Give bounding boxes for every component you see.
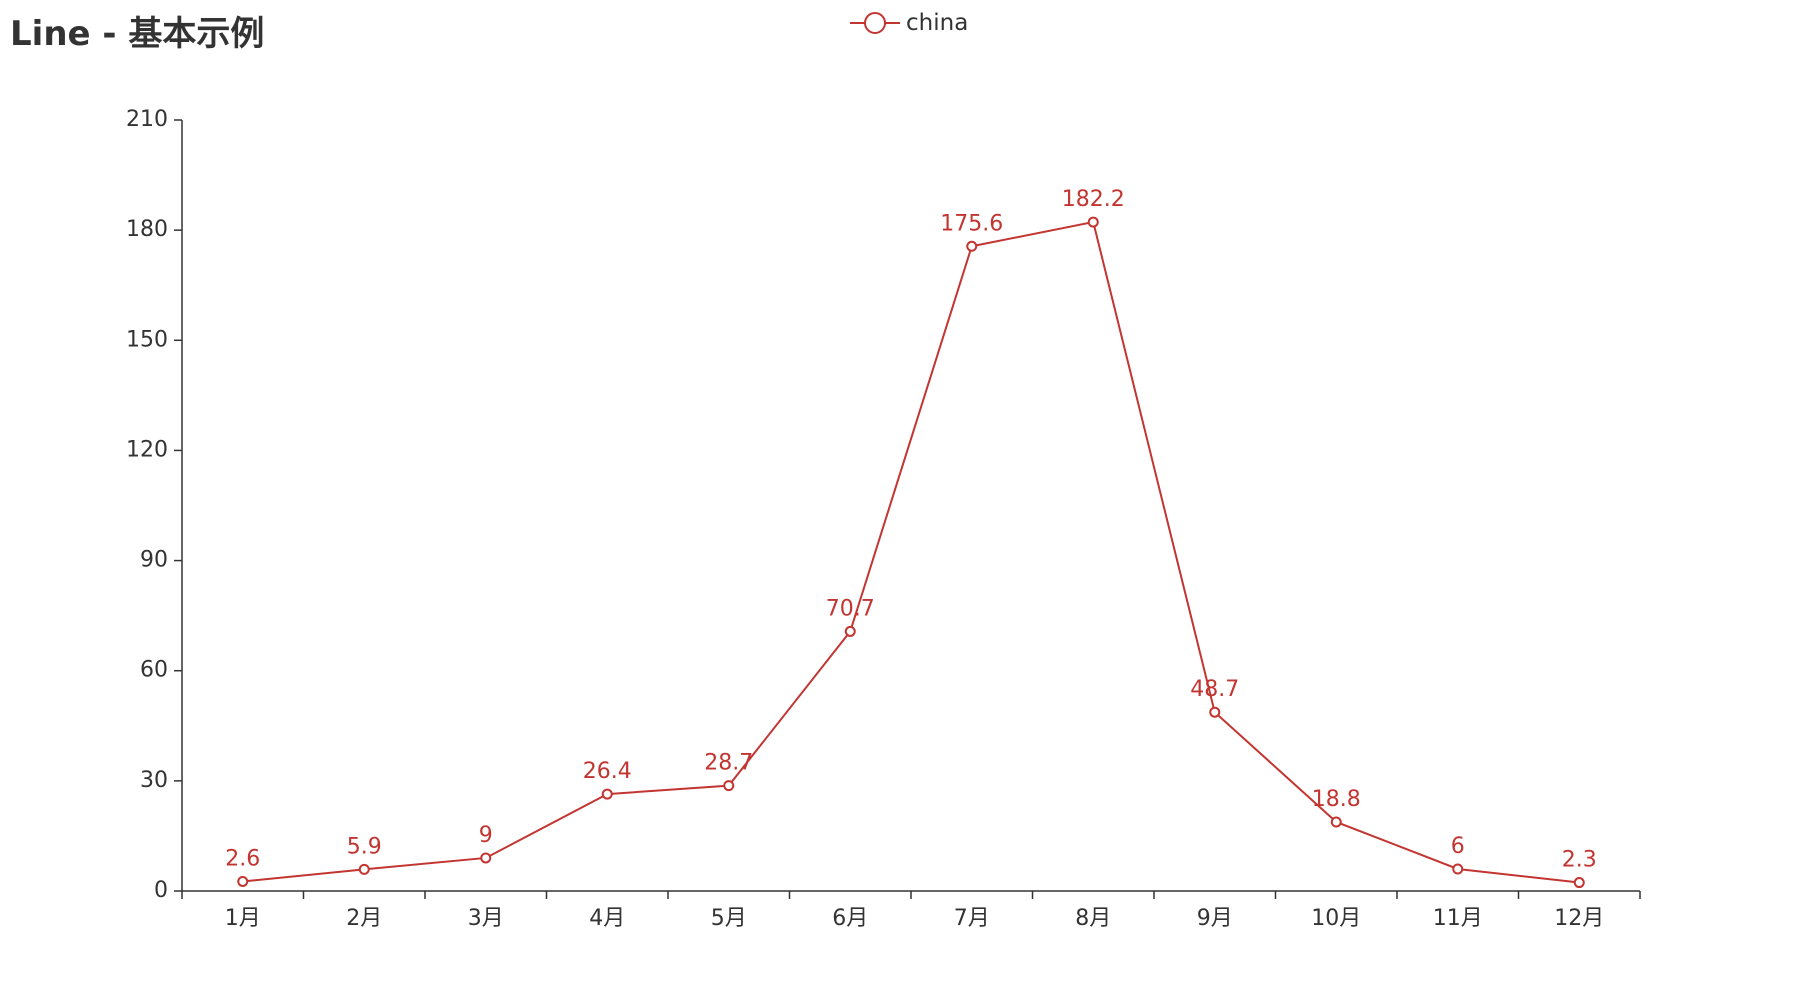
y-tick-label: 150 bbox=[126, 327, 168, 352]
data-point[interactable] bbox=[844, 625, 856, 637]
data-label: 2.3 bbox=[1562, 848, 1597, 873]
data-label: 2.6 bbox=[225, 846, 260, 871]
y-axis: 0 30 60 90 120 150 180 210 bbox=[126, 107, 183, 903]
y-tick-label: 60 bbox=[140, 658, 168, 683]
data-label: 6 bbox=[1451, 834, 1465, 859]
data-point[interactable] bbox=[601, 788, 613, 800]
x-tick-label: 9月 bbox=[1197, 906, 1233, 931]
series-layer: 2.6 5.9 9 26.4 28.7 70.7 175.6 182.2 48.7 18.8 6 2.… bbox=[225, 187, 1597, 889]
y-tick-label: 180 bbox=[126, 217, 168, 242]
x-tick-label: 10月 bbox=[1311, 906, 1361, 931]
data-point[interactable] bbox=[1209, 706, 1221, 718]
x-tick-label: 4月 bbox=[589, 906, 625, 931]
y-tick-label: 0 bbox=[154, 878, 168, 903]
data-label: 182.2 bbox=[1062, 187, 1125, 212]
y-tick-label: 120 bbox=[126, 437, 168, 462]
data-label: 9 bbox=[479, 823, 493, 848]
y-tick-label: 210 bbox=[126, 107, 168, 132]
legend-line-circle-icon bbox=[850, 12, 900, 34]
legend-item-china[interactable]: china bbox=[850, 8, 968, 38]
legend-label: china bbox=[906, 10, 969, 36]
data-label: 26.4 bbox=[583, 759, 632, 784]
y-tick-label: 90 bbox=[140, 548, 168, 573]
data-label: 5.9 bbox=[347, 834, 382, 859]
data-point[interactable] bbox=[1087, 216, 1099, 228]
x-axis: 1月 2月 3月 4月 5月 6月 7月 8月 9月 10月 11月 12月 bbox=[181, 890, 1641, 931]
x-tick-label: 8月 bbox=[1075, 906, 1111, 931]
data-label: 70.7 bbox=[826, 596, 875, 621]
data-point[interactable] bbox=[966, 240, 978, 252]
series-line-china bbox=[242, 220, 1580, 884]
x-tick-label: 7月 bbox=[954, 906, 990, 931]
data-label: 28.7 bbox=[704, 751, 753, 776]
x-tick-label: 11月 bbox=[1433, 906, 1483, 931]
x-tick-label: 2月 bbox=[346, 906, 382, 931]
x-tick-label: 3月 bbox=[468, 906, 504, 931]
data-label: 175.6 bbox=[940, 211, 1003, 236]
data-point[interactable] bbox=[723, 780, 735, 792]
data-point[interactable] bbox=[1452, 863, 1464, 875]
x-tick-label: 1月 bbox=[225, 906, 261, 931]
y-tick-label: 30 bbox=[140, 768, 168, 793]
data-point[interactable] bbox=[1573, 877, 1585, 889]
data-point[interactable] bbox=[1330, 816, 1342, 828]
x-tick-label: 6月 bbox=[832, 906, 868, 931]
x-tick-label: 12月 bbox=[1554, 906, 1604, 931]
data-point[interactable] bbox=[237, 875, 249, 887]
data-point[interactable] bbox=[358, 863, 370, 875]
data-label: 18.8 bbox=[1312, 787, 1361, 812]
data-label: 48.7 bbox=[1190, 677, 1239, 702]
chart-title: Line - 基本示例 bbox=[10, 14, 265, 54]
x-tick-label: 5月 bbox=[711, 906, 747, 931]
data-point[interactable] bbox=[480, 852, 492, 864]
